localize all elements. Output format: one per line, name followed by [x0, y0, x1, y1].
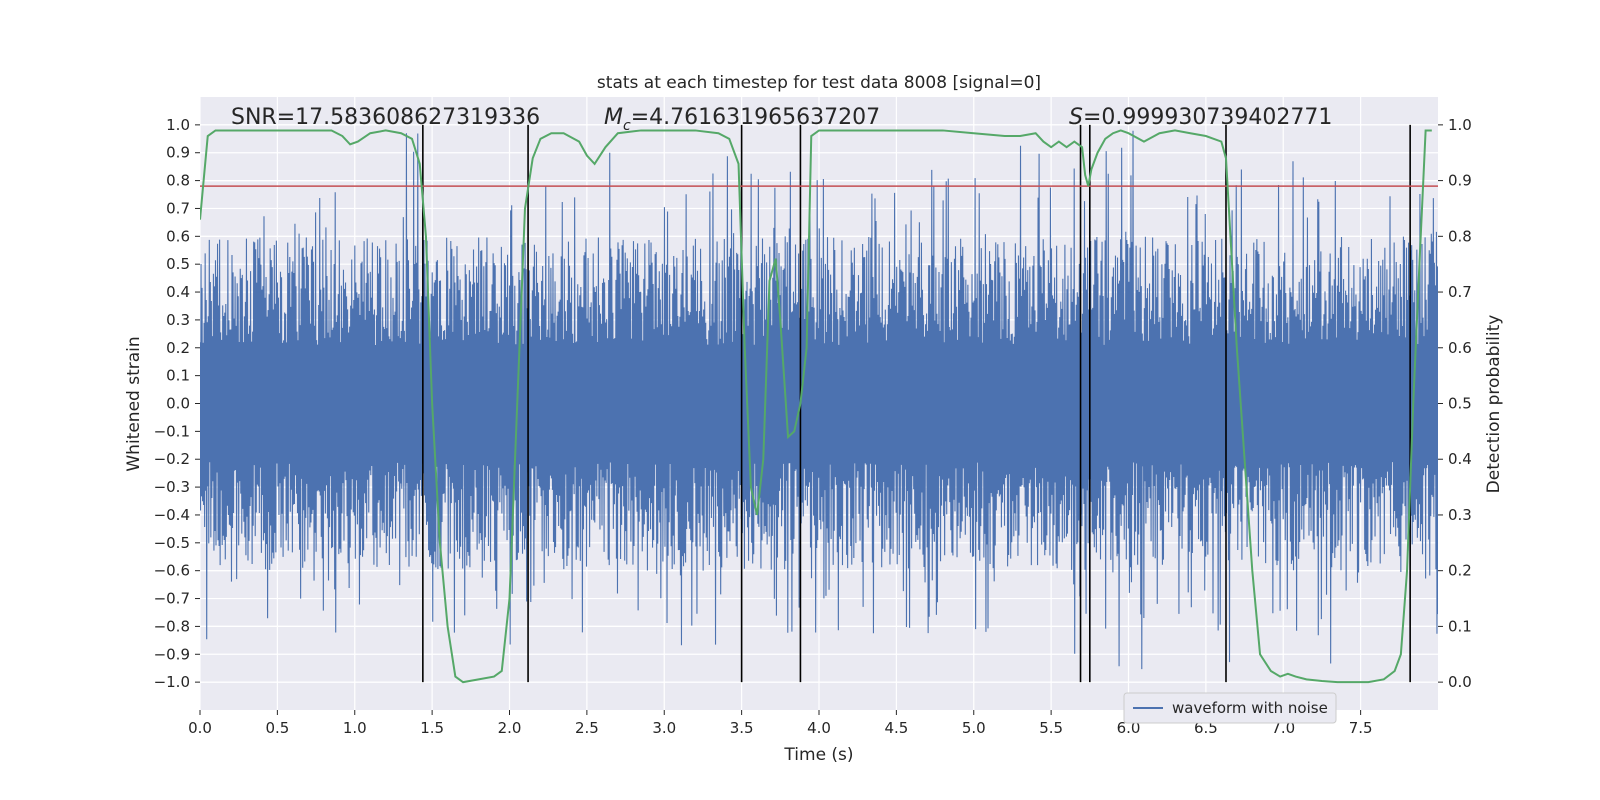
- y2-axis-label: Detection probability: [1484, 315, 1504, 494]
- chirp-mass-annotation: Mc=4.761631965637207: [604, 105, 880, 134]
- y2-tick-label: 0.8: [1448, 227, 1472, 245]
- y2-tick-label: 0.5: [1448, 395, 1472, 413]
- snr-annotation: SNR=17.583608627319336: [231, 105, 540, 130]
- y-tick-label: −1.0: [154, 673, 190, 691]
- chart-title: stats at each timestep for test data 800…: [597, 73, 1041, 93]
- chirp-mass-subscript: c: [623, 118, 631, 134]
- x-tick-label: 4.0: [807, 719, 831, 737]
- legend-waveform-label: waveform with noise: [1172, 699, 1328, 717]
- y2-tick-label: 0.2: [1448, 562, 1472, 580]
- y-tick-label: 0.6: [166, 227, 190, 245]
- y-axis-label: Whitened strain: [124, 336, 144, 471]
- y-tick-label: 0.3: [166, 311, 190, 329]
- legend: waveform with noise: [1123, 692, 1337, 724]
- legend-box: [1123, 692, 1337, 724]
- score-symbol: S: [1069, 105, 1083, 130]
- y-tick-label: −0.1: [154, 422, 190, 440]
- x-tick-label: 0.5: [265, 719, 289, 737]
- x-axis-label: Time (s): [783, 745, 853, 765]
- x-tick-label: 2.5: [575, 719, 599, 737]
- y-tick-label: −0.7: [154, 590, 190, 608]
- x-tick-label: 1.5: [420, 719, 444, 737]
- y-tick-label: 0.1: [166, 367, 190, 385]
- y2-tick-label: 0.6: [1448, 339, 1472, 357]
- y-tick-label: −0.8: [154, 617, 190, 635]
- data-layer: [200, 124, 1438, 684]
- y-tick-label: 0.0: [166, 395, 190, 413]
- y-tick-label: 0.5: [166, 255, 190, 273]
- x-tick-label: 1.0: [343, 719, 367, 737]
- x-tick-label: 3.0: [652, 719, 676, 737]
- x-tick-label: 4.5: [884, 719, 908, 737]
- y2-tick-label: 0.3: [1448, 506, 1472, 524]
- score-value: =0.999930739402771: [1083, 105, 1332, 130]
- y2-tick-label: 0.1: [1448, 617, 1472, 635]
- y-tick-label: −0.4: [154, 506, 190, 524]
- x-tick-label: 2.0: [498, 719, 522, 737]
- y-tick-label: −0.5: [154, 534, 190, 552]
- y-tick-label: −0.6: [154, 562, 190, 580]
- x-tick-label: 7.5: [1349, 719, 1373, 737]
- detection-probability-line: [200, 129, 1432, 684]
- x-tick-label: 5.0: [962, 719, 986, 737]
- x-tick-label: 0.0: [188, 719, 212, 737]
- y-tick-label: −0.3: [154, 478, 190, 496]
- y-tick-label: 0.4: [166, 283, 190, 301]
- chirp-mass-symbol: M: [604, 105, 623, 130]
- y-tick-label: 0.2: [166, 339, 190, 357]
- x-tick-label: 3.5: [730, 719, 754, 737]
- y2-tick-label: 0.4: [1448, 450, 1472, 468]
- y2-tick-label: 0.9: [1448, 172, 1472, 190]
- y-tick-label: 1.0: [166, 116, 190, 134]
- y-tick-label: 0.9: [166, 144, 190, 162]
- chirp-mass-value: =4.761631965637207: [631, 105, 880, 130]
- score-annotation: S=0.999930739402771: [1069, 105, 1332, 130]
- y-tick-label: −0.2: [154, 450, 190, 468]
- y-tick-label: −0.9: [154, 645, 190, 663]
- waveform-line: [200, 130, 1438, 670]
- axis-layer: 0.0 0.5 1.0 1.5 2.0 2.5 3.0 3.5 4.0 4.5 5.0 5.5 6.0 6…: [154, 116, 1472, 737]
- y2-tick-label: 0.7: [1448, 283, 1472, 301]
- y-tick-label: 0.8: [166, 172, 190, 190]
- x-tick-label: 5.5: [1039, 719, 1063, 737]
- y2-tick-label: 0.0: [1448, 673, 1472, 691]
- y-tick-label: 0.7: [166, 199, 190, 217]
- y2-tick-label: 1.0: [1448, 116, 1472, 134]
